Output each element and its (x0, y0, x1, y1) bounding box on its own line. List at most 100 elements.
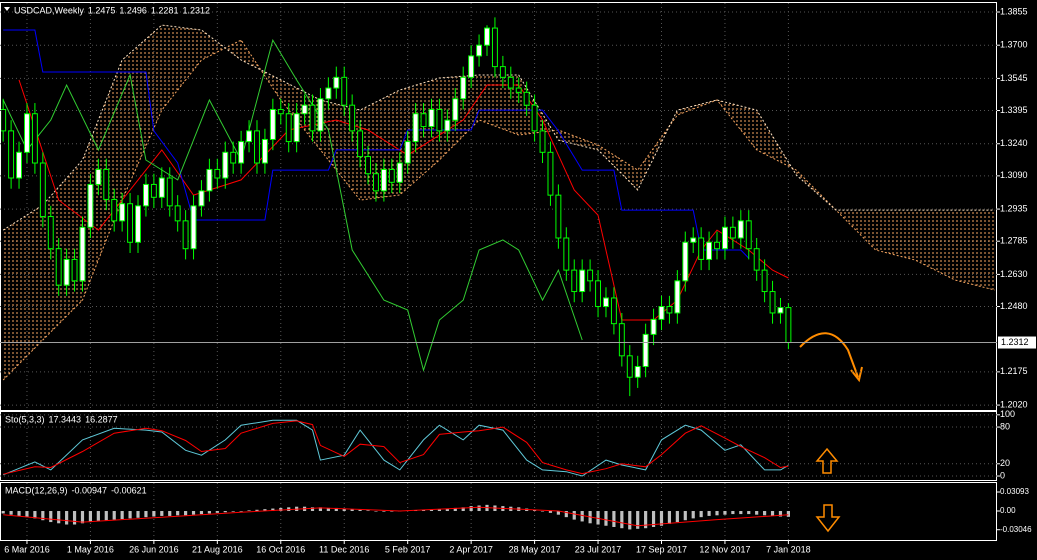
candle-body (539, 130, 546, 153)
histogram-bar (580, 511, 584, 522)
candle-body (230, 151, 237, 164)
candle-body (714, 241, 720, 250)
panel-plot (1, 17, 995, 397)
histogram-bar (644, 511, 648, 529)
candle-body (293, 113, 300, 143)
candle-body (563, 237, 570, 271)
histogram-bar (65, 511, 69, 525)
histogram-bar (723, 511, 727, 515)
candle-body (737, 220, 744, 239)
symbol-menu-triangle[interactable] (4, 7, 10, 11)
candle-body (365, 156, 371, 175)
histogram-bar (326, 507, 330, 512)
candle-body (595, 280, 602, 308)
candle-body (745, 220, 752, 250)
histogram-bar (104, 511, 108, 521)
candle-body (380, 168, 387, 192)
candle-body (515, 87, 522, 93)
candle-body (452, 98, 459, 121)
y-tick-label: 1.3545 (1000, 73, 1028, 83)
candle-body (491, 27, 498, 68)
candle-body (24, 113, 30, 153)
histogram-bar (176, 511, 180, 516)
header-value: 1.2281 (151, 5, 179, 15)
candle-body (753, 248, 760, 271)
candle-body (16, 151, 22, 179)
candle-body (460, 76, 467, 100)
candle-body (579, 269, 586, 293)
x-tick-label: 6 Mar 2016 (4, 544, 50, 554)
candle-body (238, 141, 245, 164)
ichimoku-cloud (3, 25, 995, 380)
histogram-bar (310, 507, 315, 512)
histogram-bar (120, 511, 124, 519)
histogram-bar (318, 507, 323, 512)
candle-body (618, 323, 625, 357)
histogram-bar (184, 511, 188, 516)
oscillator-line (3, 420, 789, 475)
candle-body (325, 87, 332, 100)
histogram-bar (1, 511, 5, 514)
histogram-bar (144, 511, 148, 518)
candle-body (158, 177, 165, 198)
histogram-bar (755, 511, 759, 515)
forecast-arrow (799, 332, 859, 378)
candle-body (285, 113, 292, 143)
candle-body (8, 130, 15, 179)
candle-body (119, 203, 126, 222)
histogram-bar (659, 511, 664, 526)
histogram-bar (739, 511, 743, 515)
histogram-bar (49, 511, 53, 523)
histogram-bar (199, 511, 204, 515)
candle-body (317, 98, 324, 132)
x-tick-label: 1 May 2016 (67, 544, 114, 554)
histogram-bar (628, 511, 632, 530)
candle-body (650, 318, 657, 335)
histogram-bar (786, 511, 790, 517)
x-tick-label: 12 Nov 2017 (699, 544, 750, 554)
last-price-label: 1.2312 (1001, 337, 1029, 347)
y-tick-label: 0.03093 (1000, 487, 1029, 496)
candle-body (301, 104, 308, 115)
histogram-bar (636, 511, 640, 529)
candle-body (95, 168, 102, 185)
y-tick-label: 80 (1000, 421, 1010, 431)
up-arrow (815, 447, 839, 474)
candle-body (261, 138, 268, 164)
y-tick-label: 1.2630 (1000, 269, 1028, 279)
histogram-bar (699, 511, 703, 518)
histogram-bar (72, 511, 77, 525)
histogram-bar (152, 511, 156, 517)
candle-body (214, 168, 221, 179)
candle-body (412, 113, 419, 143)
candle-body (103, 168, 110, 200)
histogram-bar (366, 510, 370, 512)
candle-body (761, 269, 768, 293)
histogram-bar (469, 506, 473, 512)
y-tick-label: 20 (1000, 458, 1010, 468)
x-tick-label: 2 Apr 2017 (449, 544, 493, 554)
candle-body (721, 226, 728, 250)
candle-body (603, 297, 609, 308)
candle-body (333, 76, 340, 89)
macd-panel-frame (0, 482, 997, 541)
histogram-bar (342, 508, 346, 512)
histogram-bar (350, 509, 354, 512)
candle-body (269, 108, 276, 140)
last-price-box (998, 336, 1036, 349)
candle-body (420, 113, 427, 128)
histogram-bar (255, 509, 259, 512)
x-tick-label: 26 Jun 2016 (129, 544, 179, 554)
histogram-bar (223, 511, 227, 513)
histogram-bar (17, 511, 21, 516)
histogram-bar (612, 511, 616, 527)
forecast-arrowhead (850, 366, 863, 383)
candle-body (698, 237, 705, 260)
histogram-bar (453, 507, 457, 512)
candle-body (571, 269, 578, 293)
y-tick-label: 100 (1000, 409, 1015, 419)
y-tick-label: 1.3700 (1000, 40, 1028, 50)
stochastic-panel-frame (0, 411, 997, 481)
histogram-bar (604, 511, 608, 526)
candle-body (769, 291, 776, 314)
